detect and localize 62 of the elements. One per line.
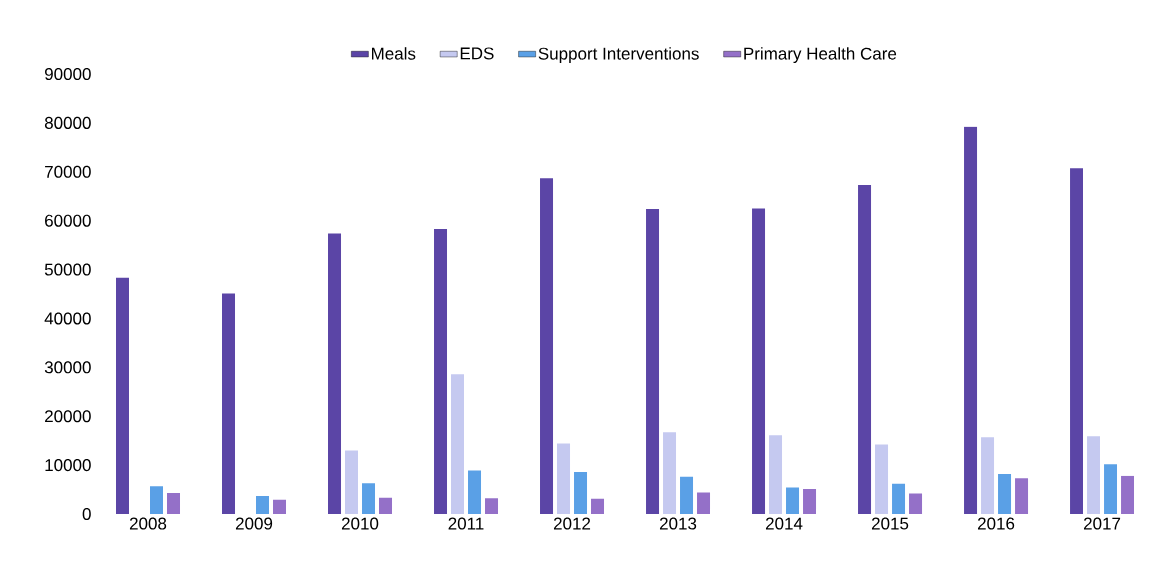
x-tick-label: 2010 bbox=[341, 517, 379, 530]
y-tick-label: 50000 bbox=[44, 263, 91, 276]
x-tick-label: 2009 bbox=[235, 517, 273, 530]
bar bbox=[1015, 478, 1029, 514]
bar bbox=[875, 444, 889, 514]
bar bbox=[964, 126, 978, 514]
bar bbox=[557, 443, 571, 514]
bar bbox=[1070, 168, 1084, 514]
y-tick-label: 30000 bbox=[44, 361, 91, 374]
bar bbox=[379, 497, 393, 514]
bar bbox=[468, 470, 482, 514]
bar bbox=[1104, 464, 1118, 514]
bar bbox=[786, 487, 800, 514]
x-tick-label: 2012 bbox=[553, 517, 591, 530]
bar bbox=[981, 437, 995, 514]
bar bbox=[116, 277, 129, 514]
bar bbox=[222, 293, 236, 514]
y-tick-label: 60000 bbox=[45, 214, 91, 227]
bar bbox=[256, 495, 270, 514]
legend-label: EDS bbox=[460, 47, 494, 60]
x-tick-label: 2014 bbox=[765, 517, 803, 530]
bar bbox=[591, 498, 605, 514]
bar bbox=[646, 208, 660, 514]
bar bbox=[362, 483, 376, 514]
y-tick-label: 10000 bbox=[45, 459, 91, 472]
bar bbox=[273, 499, 287, 514]
x-tick-label: 2008 bbox=[129, 517, 167, 530]
bar bbox=[574, 471, 588, 514]
bar bbox=[1121, 475, 1135, 514]
bar bbox=[769, 435, 783, 514]
bar bbox=[998, 473, 1012, 514]
bar bbox=[451, 374, 465, 514]
bar bbox=[328, 233, 342, 514]
legend-label: Support Interventions bbox=[538, 47, 699, 64]
x-tick-label: 2013 bbox=[659, 517, 697, 530]
y-tick-label: 70000 bbox=[45, 165, 91, 178]
legend-label: Primary Health Care bbox=[744, 47, 897, 64]
bar bbox=[909, 493, 923, 514]
y-tick-label: 20000 bbox=[45, 410, 91, 423]
bar bbox=[752, 208, 766, 514]
x-tick-label: 2015 bbox=[871, 517, 909, 530]
bar bbox=[485, 498, 499, 514]
bar bbox=[892, 483, 906, 514]
bar bbox=[680, 476, 694, 514]
y-tick-label: 40000 bbox=[44, 312, 91, 325]
bar bbox=[167, 492, 180, 514]
x-tick-label: 2011 bbox=[448, 517, 484, 530]
bar bbox=[803, 489, 817, 514]
bar bbox=[434, 228, 448, 514]
bar bbox=[150, 486, 163, 514]
legend-label: Meals bbox=[372, 47, 416, 60]
bar bbox=[858, 184, 872, 514]
bar bbox=[540, 178, 554, 514]
x-tick-label: 2016 bbox=[977, 517, 1015, 530]
x-tick-label: 2017 bbox=[1084, 517, 1121, 530]
bar bbox=[697, 492, 711, 514]
bar bbox=[345, 450, 359, 514]
bar bbox=[1087, 436, 1101, 514]
bar bbox=[663, 432, 677, 514]
y-tick-label: 0 bbox=[82, 507, 91, 521]
y-tick-label: 80000 bbox=[44, 116, 91, 129]
y-tick-label: 90000 bbox=[44, 67, 91, 81]
